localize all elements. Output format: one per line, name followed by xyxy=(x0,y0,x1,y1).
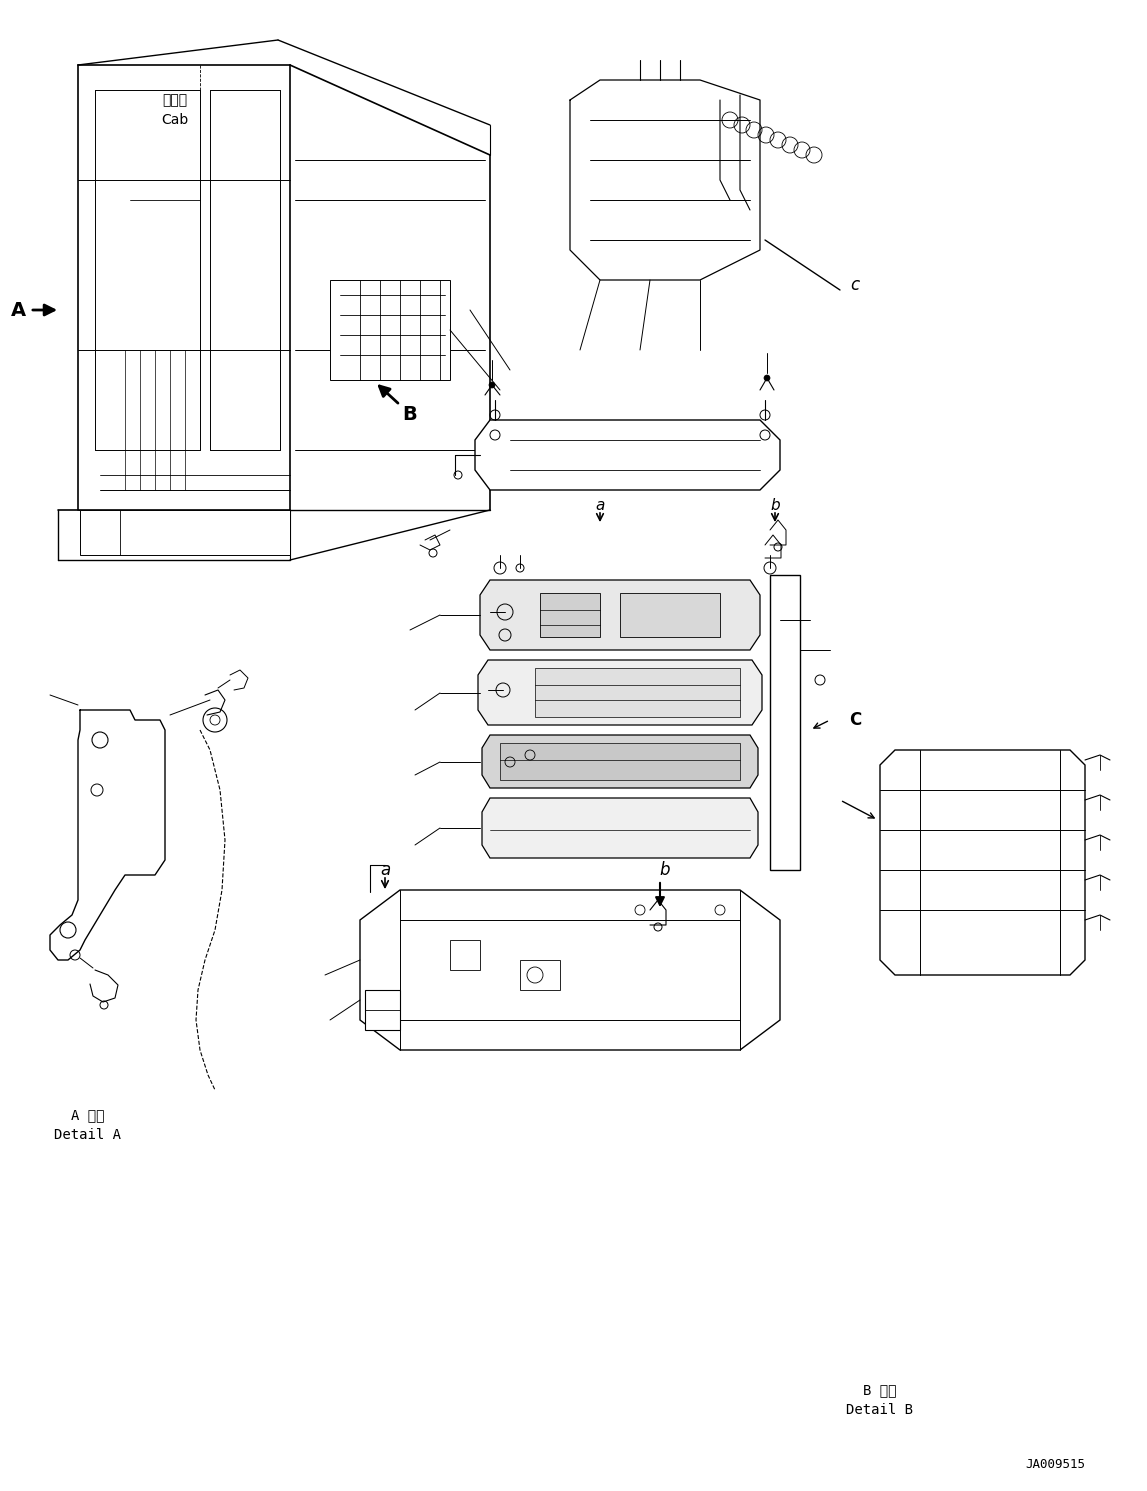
Polygon shape xyxy=(535,668,740,717)
Ellipse shape xyxy=(585,444,665,465)
Polygon shape xyxy=(365,990,400,1030)
Text: JA009515: JA009515 xyxy=(1025,1458,1085,1472)
Polygon shape xyxy=(478,661,762,725)
Text: c: c xyxy=(850,276,859,294)
Circle shape xyxy=(489,382,496,388)
Polygon shape xyxy=(360,890,780,1050)
Text: B: B xyxy=(403,406,418,425)
Polygon shape xyxy=(330,280,450,380)
Polygon shape xyxy=(482,735,758,789)
Text: b: b xyxy=(770,498,780,513)
Text: b: b xyxy=(660,860,670,880)
Polygon shape xyxy=(482,798,758,857)
Text: A 詳細: A 詳細 xyxy=(71,1108,104,1123)
Text: Cab: Cab xyxy=(162,113,188,127)
Polygon shape xyxy=(479,580,760,650)
Polygon shape xyxy=(80,510,290,555)
Polygon shape xyxy=(520,960,560,990)
Polygon shape xyxy=(540,593,600,637)
Polygon shape xyxy=(880,750,1085,975)
Text: Detail A: Detail A xyxy=(55,1129,122,1142)
Text: a: a xyxy=(380,860,390,880)
Polygon shape xyxy=(770,576,799,871)
Polygon shape xyxy=(500,743,740,780)
Polygon shape xyxy=(450,939,479,971)
Text: A: A xyxy=(10,301,25,319)
Ellipse shape xyxy=(685,447,715,462)
Text: B 詳細: B 詳細 xyxy=(864,1384,897,1397)
Text: C: C xyxy=(849,711,861,729)
Polygon shape xyxy=(621,593,720,637)
Text: キャブ: キャブ xyxy=(163,92,188,107)
Circle shape xyxy=(764,376,770,382)
Text: a: a xyxy=(595,498,604,513)
Text: Detail B: Detail B xyxy=(846,1403,913,1416)
Polygon shape xyxy=(475,420,780,491)
